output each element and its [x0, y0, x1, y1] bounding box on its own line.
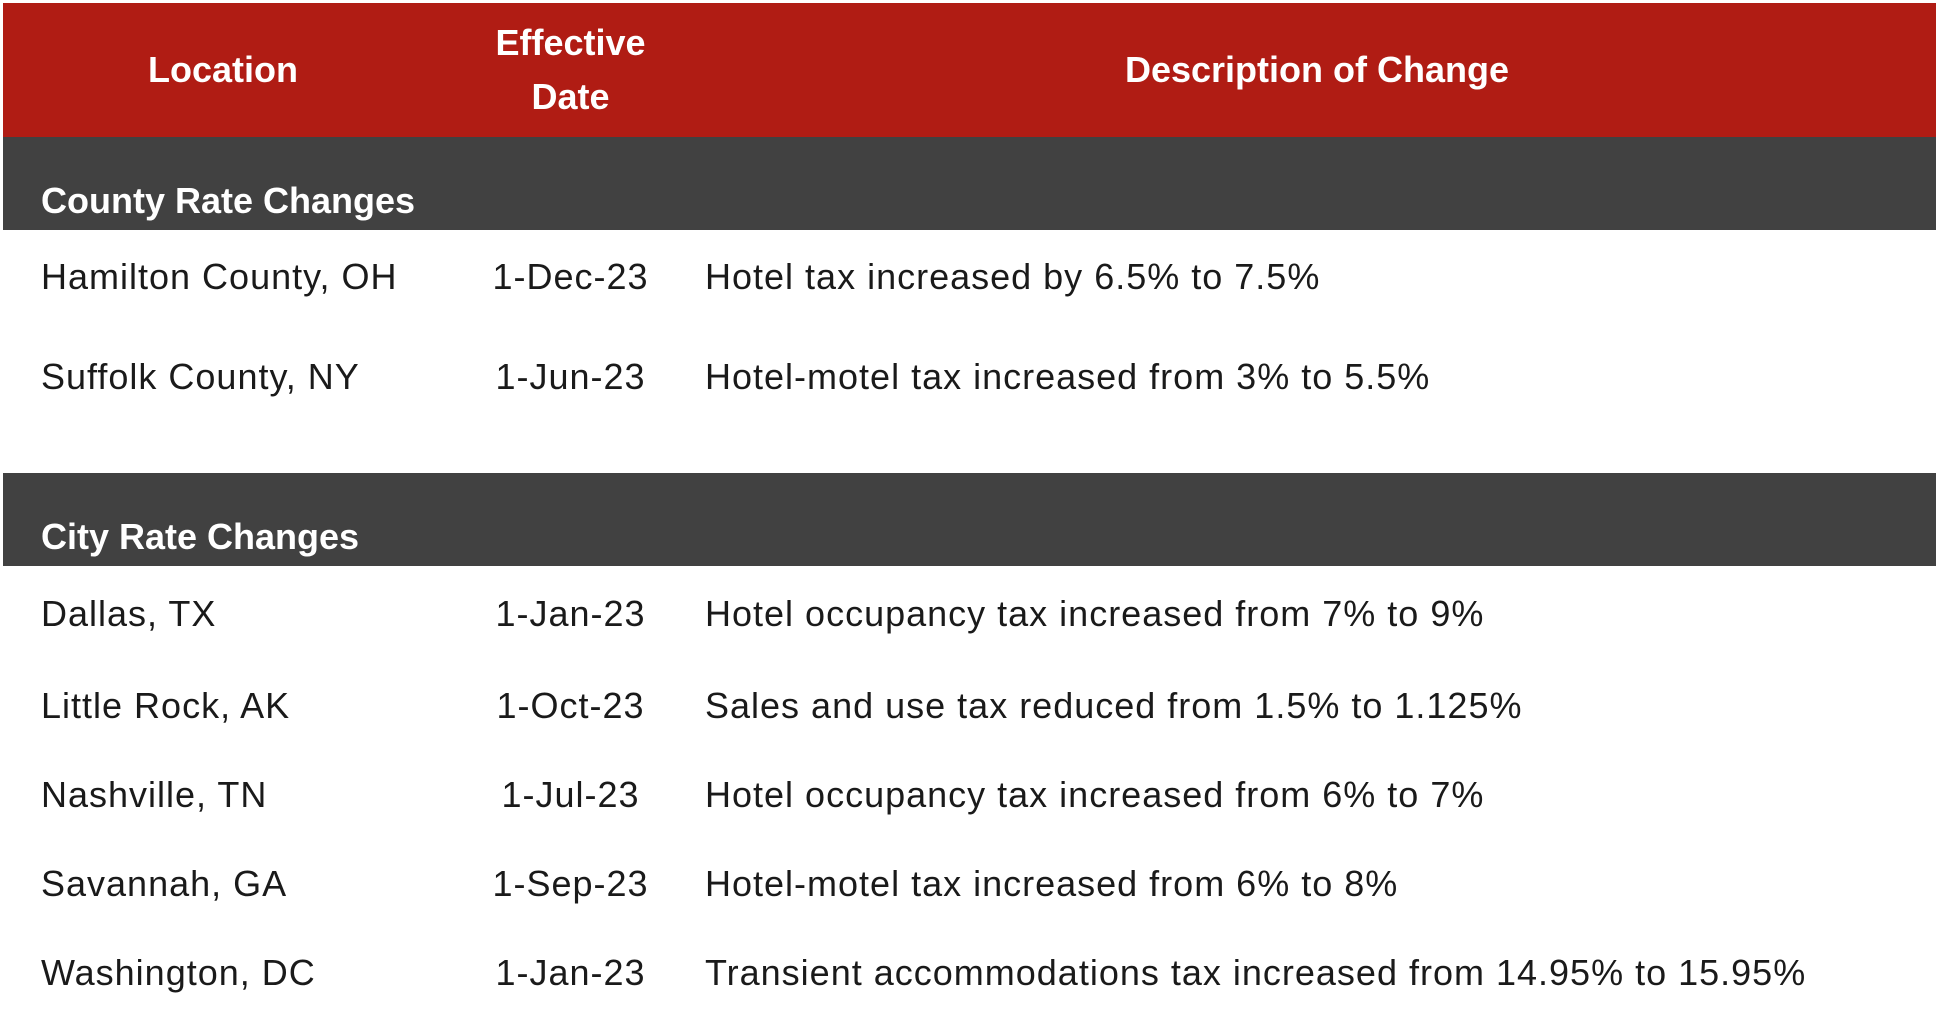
cell-effective-date: 1-Sep-23 — [492, 862, 649, 904]
section-header-county: County Rate Changes — [3, 137, 1936, 230]
tax-rate-changes-table: Location Effective Date Description of C… — [3, 3, 1936, 1017]
cell-description: Hotel-motel tax increased from 6% to 8% — [705, 862, 1399, 904]
cell-description: Transient accommodations tax increased f… — [705, 951, 1807, 993]
table-row: Savannah, GA 1-Sep-23 Hotel-motel tax in… — [3, 839, 1936, 928]
cell-location: Suffolk County, NY — [41, 355, 360, 397]
section-title: County Rate Changes — [41, 180, 416, 221]
column-header-description: Description of Change — [698, 3, 1936, 137]
table-row: Hamilton County, OH 1-Dec-23 Hotel tax i… — [3, 230, 1936, 324]
table-row: Little Rock, AK 1-Oct-23 Sales and use t… — [3, 661, 1936, 750]
cell-description: Hotel occupancy tax increased from 7% to… — [705, 592, 1485, 634]
column-header-date-line2: Date — [531, 76, 610, 117]
table-header: Location Effective Date Description of C… — [3, 3, 1936, 137]
cell-effective-date: 1-Jul-23 — [501, 773, 640, 815]
table-row: Nashville, TN 1-Jul-23 Hotel occupancy t… — [3, 750, 1936, 839]
cell-location: Hamilton County, OH — [41, 256, 398, 297]
column-header-effective-date: Effective Date — [443, 3, 698, 137]
table-row: Washington, DC 1-Jan-23 Transient accomm… — [3, 928, 1936, 1017]
column-header-location-label: Location — [148, 49, 298, 90]
section-title: City Rate Changes — [41, 516, 360, 557]
cell-description: Hotel-motel tax increased from 3% to 5.5… — [705, 355, 1431, 397]
table-row: Dallas, TX 1-Jan-23 Hotel occupancy tax … — [3, 566, 1936, 661]
column-header-description-label: Description of Change — [1124, 49, 1510, 90]
section-spacer — [3, 429, 1936, 473]
cell-description: Hotel tax increased by 6.5% to 7.5% — [705, 256, 1321, 297]
cell-effective-date: 1-Jan-23 — [495, 592, 646, 634]
cell-effective-date: 1-Dec-23 — [492, 256, 649, 297]
cell-effective-date: 1-Jun-23 — [495, 355, 646, 397]
column-header-location: Location — [3, 3, 443, 137]
cell-location: Little Rock, AK — [41, 684, 291, 726]
cell-location: Dallas, TX — [41, 592, 217, 634]
cell-effective-date: 1-Jan-23 — [495, 951, 646, 993]
column-header-date-line1: Effective — [495, 22, 646, 63]
table-row: Suffolk County, NY 1-Jun-23 Hotel-motel … — [3, 324, 1936, 429]
cell-location: Nashville, TN — [41, 773, 268, 815]
cell-location: Washington, DC — [41, 951, 316, 993]
cell-effective-date: 1-Oct-23 — [496, 684, 645, 726]
cell-location: Savannah, GA — [41, 862, 288, 904]
section-header-city: City Rate Changes — [3, 473, 1936, 566]
cell-description: Hotel occupancy tax increased from 6% to… — [705, 773, 1485, 815]
cell-description: Sales and use tax reduced from 1.5% to 1… — [705, 684, 1523, 726]
